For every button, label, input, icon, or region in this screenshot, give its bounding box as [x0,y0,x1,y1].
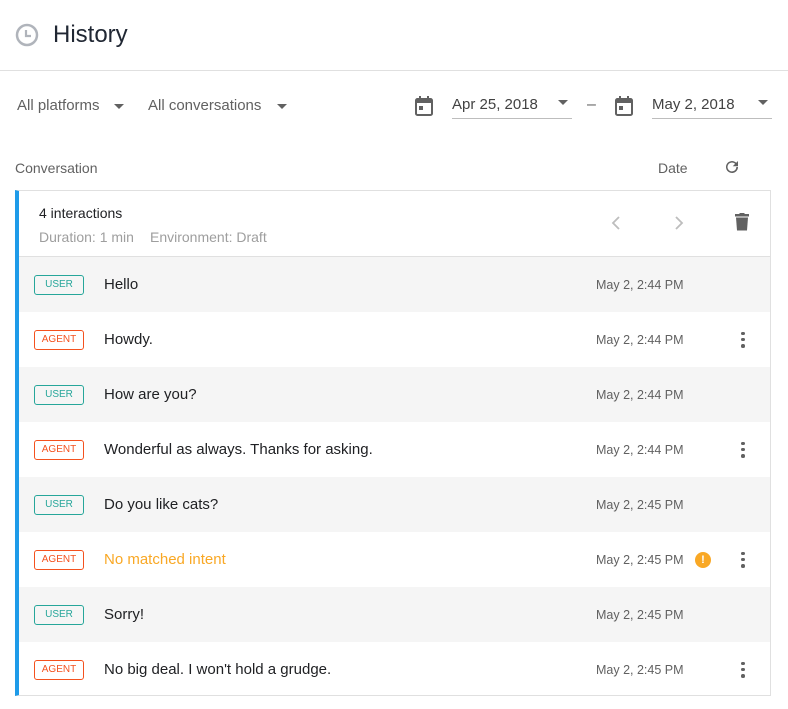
calendar-icon[interactable] [415,96,433,116]
chevron-down-icon [558,100,568,105]
column-conversation: Conversation [15,160,98,176]
filter-bar: All platforms All conversations Apr 25, … [0,88,788,124]
message-row: USER Do you like cats? May 2, 2:45 PM [19,477,770,532]
role-badge: AGENT [34,549,84,570]
role-badge: USER [34,604,84,625]
chevron-down-icon [113,103,124,109]
message-text: Howdy. [104,331,153,348]
duration: Duration: 1 min [39,229,134,245]
message-time: May 2, 2:44 PM [596,277,684,292]
page-header: History [0,0,788,71]
message-text: Sorry! [104,606,145,623]
conversation-header: 4 interactions Duration: 1 min Environme… [19,191,770,257]
message-row: USER How are you? May 2, 2:44 PM [19,367,770,422]
more-vert-icon[interactable] [738,331,748,348]
interaction-count: 4 interactions [39,205,123,221]
date-from-value: Apr 25, 2018 [452,96,538,113]
role-badge: AGENT [34,659,84,680]
message-time: May 2, 2:44 PM [596,387,684,402]
chevron-right-icon[interactable] [674,215,684,231]
date-separator: – [587,96,596,113]
role-badge: USER [34,494,84,515]
role-badge: USER [34,384,84,405]
calendar-icon[interactable] [615,96,633,116]
more-vert-icon[interactable] [738,441,748,458]
more-vert-icon[interactable] [738,551,748,568]
date-from-input[interactable]: Apr 25, 2018 [452,88,572,119]
message-row: AGENT No big deal. I won't hold a grudge… [19,642,770,697]
message-time: May 2, 2:45 PM [596,662,684,677]
column-date: Date [658,160,688,176]
date-to-value: May 2, 2018 [652,96,735,113]
message-row: USER Sorry! May 2, 2:45 PM [19,587,770,642]
date-to-input[interactable]: May 2, 2018 [652,88,772,119]
message-time: May 2, 2:44 PM [596,442,684,457]
warning-icon: ! [695,551,711,568]
chevron-down-icon [758,100,768,105]
message-row: USER Hello May 2, 2:44 PM [19,257,770,312]
page-title: History [53,21,128,48]
message-text: No matched intent [104,551,226,568]
message-text: How are you? [104,386,197,403]
message-text: Wonderful as always. Thanks for asking. [104,441,373,458]
message-time: May 2, 2:45 PM [596,552,684,567]
message-text: Do you like cats? [104,496,219,513]
refresh-icon[interactable] [723,158,741,176]
chevron-left-icon[interactable] [611,215,621,231]
message-time: May 2, 2:45 PM [596,607,684,622]
environment: Environment: Draft [150,229,267,245]
conversation-panel: 4 interactions Duration: 1 min Environme… [15,190,771,696]
conversations-label: All conversations [148,97,262,114]
message-time: May 2, 2:45 PM [596,497,684,512]
role-badge: USER [34,274,84,295]
message-text: Hello [104,276,139,293]
platform-select[interactable]: All platforms [17,97,124,114]
conversations-select[interactable]: All conversations [148,97,288,114]
platform-label: All platforms [17,97,100,114]
more-vert-icon[interactable] [738,661,748,678]
chevron-down-icon [277,103,288,109]
delete-icon[interactable] [735,213,749,231]
message-row: AGENT Wonderful as always. Thanks for as… [19,422,770,477]
message-time: May 2, 2:44 PM [596,332,684,347]
history-clock-icon [15,23,39,47]
message-row: AGENT Howdy. May 2, 2:44 PM [19,312,770,367]
message-text: No big deal. I won't hold a grudge. [104,661,332,678]
role-badge: AGENT [34,329,84,350]
message-row: AGENT No matched intent May 2, 2:45 PM! [19,532,770,587]
role-badge: AGENT [34,439,84,460]
